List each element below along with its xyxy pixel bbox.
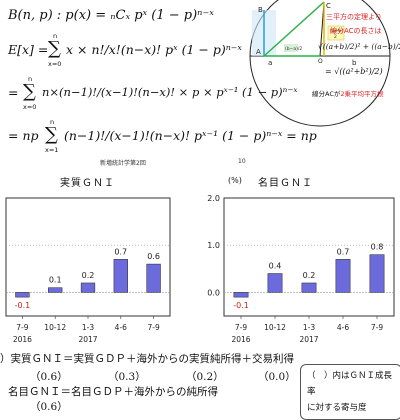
bar <box>267 273 283 293</box>
step2-body: n×(n−1)!/(x−1)!(n−x)! × p × pˣ⁻¹ (1 − p)… <box>42 85 298 99</box>
sum-symbol: ∑ <box>45 124 58 145</box>
theorem-note: 三平方の定理より <box>326 13 382 21</box>
svg-text:(a+b): (a+b) <box>330 28 343 34</box>
sum-top: n <box>50 118 55 126</box>
bar <box>146 263 161 293</box>
diagram-label-b: b <box>352 59 357 67</box>
length-formula-1: √((a+b)/2)² + ((a−b)/2)² <box>318 42 400 51</box>
data-label: -0.1 <box>15 301 31 310</box>
year-label: 2016 <box>231 335 250 344</box>
diagram-label-A: A <box>256 48 261 56</box>
year-label: 2017 <box>78 335 97 344</box>
circle-diagram: B C A O a b (a+b) 2 (b−a)/2 <box>249 0 391 127</box>
x-tick-label: 10-12 <box>264 323 286 332</box>
sum-top: n <box>53 32 58 40</box>
y-tick-label: 1.0 <box>207 241 220 250</box>
chart-unit-label: (%) <box>228 176 242 185</box>
data-label: 0.2 <box>82 271 95 280</box>
sum-bottom: x=0 <box>23 103 37 111</box>
diagram-label-O: O <box>318 58 323 65</box>
bar <box>335 259 351 293</box>
page-header-right: 10 <box>238 158 246 165</box>
sum-top: n <box>28 75 33 83</box>
binomial-definition: B(n, p) : p(x) = ₙCₓ pˣ (1 − p)ⁿ⁻ˣ <box>8 8 214 23</box>
page-header-left: 新増統計学第2回 <box>100 160 146 167</box>
rms-note: 線分ACが2乗平均平方根 <box>312 88 384 98</box>
x-tick-label: 7-9 <box>16 323 28 332</box>
plot-frame <box>223 197 395 317</box>
real-gni-chart: -0.1 7-9 0.1 10-12 0.2 1-3 0.7 4-6 0.6 7-9 2016 201… <box>5 197 171 344</box>
data-label: 0.7 <box>114 247 127 256</box>
data-label: 0.1 <box>49 276 62 285</box>
data-label: -0.1 <box>233 301 249 310</box>
step3-body: (n−1)!/(x−1)!(n−x)! pˣ⁻¹ (1 − p)ⁿ⁻ˣ = np <box>64 128 317 143</box>
data-label: 0.6 <box>147 252 160 261</box>
contribution-note-2: に対する寄与度 <box>307 403 367 413</box>
x-tick-label: 4-6 <box>337 323 349 332</box>
footer-line-1: ）実質ＧＮＩ＝実質ＧＤＰ＋海外からの実質純所得＋交易利得 <box>0 353 294 365</box>
year-label: 2017 <box>299 335 318 344</box>
contrib2-1: （0.6） <box>30 401 68 413</box>
length-note: 線分ACの長さは <box>330 27 382 35</box>
x-tick-label: 10-12 <box>44 323 66 332</box>
sum-symbol: ∑ <box>48 38 61 59</box>
step2-lhs: = <box>8 85 19 100</box>
chart-title-nominal: 名目ＧＮＩ <box>258 178 313 189</box>
x-tick-label: 7-9 <box>235 323 247 332</box>
expectation-body: x × n!/x!(n−x)! pˣ (1 − p)ⁿ⁻ˣ <box>66 42 242 57</box>
year-label: 2016 <box>13 335 32 344</box>
y-tick-label: 0.0 <box>207 288 220 297</box>
y-tick-label: 2.0 <box>207 194 220 203</box>
contrib-4: （0.0） <box>258 371 296 383</box>
chart-title-real: 実質ＧＮＩ <box>60 178 115 189</box>
bar <box>233 292 249 298</box>
rms-note-b: 2乗平均平方根 <box>340 90 384 98</box>
length-formula-2: = √((a²+b²)/2) <box>325 67 383 76</box>
data-label: 0.7 <box>337 247 350 256</box>
contrib-1: （0.6） <box>30 371 68 383</box>
x-tick-label: 1-3 <box>82 323 94 332</box>
bar <box>48 287 63 293</box>
x-tick-label: 4-6 <box>115 323 127 332</box>
data-label: 0.2 <box>303 271 316 280</box>
footer-line-3: 名目ＧＮＩ＝名目ＧＤＰ＋海外からの純所得 <box>8 386 218 398</box>
diagram-label-B: B <box>258 6 263 14</box>
svg-text:(b−a)/2: (b−a)/2 <box>285 46 302 52</box>
step3-lhs: = np <box>8 128 39 143</box>
sum-bottom: x=1 <box>45 146 59 154</box>
expectation-step2: = n ∑ x=0 n×(n−1)!/(x−1)!(n−x)! × p × pˣ… <box>8 75 297 111</box>
plot-frame <box>5 197 171 317</box>
x-tick-label: 1-3 <box>303 323 315 332</box>
rms-note-a: 線分ACが <box>312 90 341 98</box>
bar <box>80 282 96 293</box>
contribution-note: （ ）内はＧＮＩ成長率 に対する寄与度 <box>300 364 400 420</box>
expectation-line: E[x] = n ∑ x=0 x × n!/x!(n−x)! pˣ (1 − p… <box>8 32 258 68</box>
x-tick-label: 7-9 <box>147 323 159 332</box>
svg-text:2: 2 <box>334 34 337 40</box>
diagram-label-C: C <box>326 2 331 10</box>
diagram-label-a: a <box>268 59 272 67</box>
data-label: 0.8 <box>371 243 384 252</box>
bar <box>15 292 30 298</box>
bar <box>301 282 317 293</box>
sum-bottom: x=0 <box>48 60 62 68</box>
contrib-2: （0.3） <box>108 371 146 383</box>
sum-symbol: ∑ <box>23 81 36 102</box>
data-label: 0.4 <box>269 262 282 271</box>
x-tick-label: 7-9 <box>371 323 383 332</box>
contribution-note-1: （ ）内はＧＮＩ成長率 <box>307 371 393 397</box>
expectation-step3: = np n ∑ x=1 (n−1)!/(x−1)!(n−x)! pˣ⁻¹ (1… <box>8 118 317 154</box>
nominal-gni-chart: 2.0 1.0 0.0 -0.1 7-9 0.4 10-12 0.2 1-3 0.7 4-6 0.8 7… <box>207 194 395 344</box>
bar <box>369 254 385 293</box>
contrib-3: （0.2） <box>186 371 224 383</box>
expectation-lhs: E[x] = <box>8 42 49 57</box>
bar <box>113 259 128 293</box>
